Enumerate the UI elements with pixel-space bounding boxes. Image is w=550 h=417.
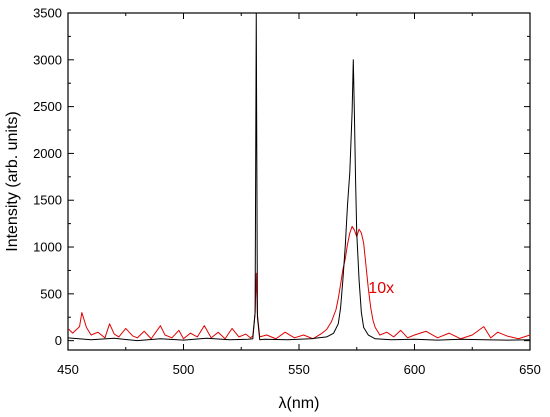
- y-axis: 0 500 1000 1500 2000 2500 3000 3500: [33, 6, 530, 348]
- annotations: 10x: [368, 280, 394, 297]
- y-tick-label: 1000: [33, 240, 62, 255]
- plot-frame: [67, 12, 531, 351]
- x-axis-title: λ(nm): [279, 395, 320, 412]
- y-tick-label: 3000: [33, 52, 62, 67]
- y-tick-label: 1500: [33, 193, 62, 208]
- y-tick-label: 0: [55, 333, 62, 348]
- traces: [68, 13, 530, 342]
- y-tick-label: 2500: [33, 99, 62, 114]
- x-axis: 450 500 550 600 650: [57, 13, 541, 377]
- y-tick-label: 500: [40, 286, 62, 301]
- x-tick-label: 500: [173, 362, 195, 377]
- annotation-label: 10x: [368, 280, 394, 297]
- series-line-1: [68, 225, 530, 340]
- x-tick-label: 600: [404, 362, 426, 377]
- y-tick-label: 3500: [33, 6, 62, 21]
- y-axis-title: Intensity (arb. units): [4, 111, 21, 252]
- x-tick-label: 550: [288, 362, 310, 377]
- y-tick-label: 2000: [33, 146, 62, 161]
- x-tick-label: 450: [57, 362, 79, 377]
- series-line-0: [68, 13, 530, 342]
- x-tick-label: 650: [519, 362, 541, 377]
- plot-area: [67, 12, 531, 351]
